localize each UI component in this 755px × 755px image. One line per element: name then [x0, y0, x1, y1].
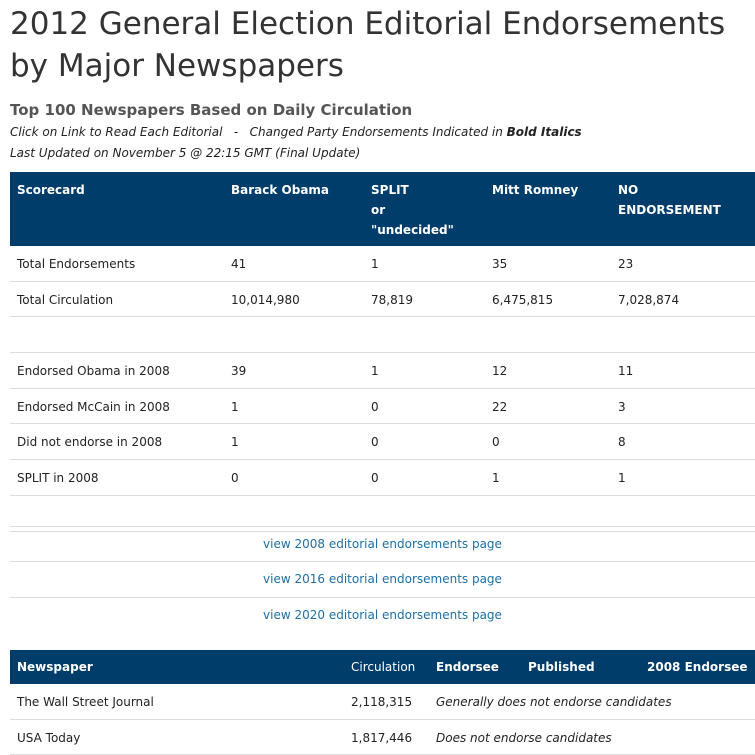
- link-2016-endorsements[interactable]: view 2016 editorial endorsements page: [10, 561, 755, 596]
- header-newspaper[interactable]: Newspaper: [17, 660, 93, 674]
- header-romney: Mitt Romney: [492, 180, 578, 200]
- endorsee-value: Generally does not endorse candidates: [436, 695, 672, 709]
- header-2008-endorsee[interactable]: 2008 Endorsee: [647, 660, 748, 674]
- instructions-note: Click on Link to Read Each Editorial - C…: [10, 125, 582, 139]
- header-endorsee[interactable]: Endorsee: [436, 660, 499, 674]
- newspaper-name[interactable]: USA Today: [17, 731, 80, 745]
- link-2008-endorsements[interactable]: view 2008 editorial endorsements page: [10, 526, 755, 561]
- newspaper-name[interactable]: The Wall Street Journal: [17, 695, 154, 709]
- header-published[interactable]: Published: [528, 660, 595, 674]
- newspaper-header: Newspaper Circulation Endorsee Published…: [10, 650, 755, 684]
- link-2020-endorsements[interactable]: view 2020 editorial endorsements page: [10, 597, 755, 632]
- table-row: The Wall Street Journal 2,118,315 Generall…: [10, 684, 755, 720]
- bold-italics-label: Bold Italics: [507, 125, 582, 139]
- newspaper-table: Newspaper Circulation Endorsee Published…: [10, 650, 755, 755]
- year-links: view 2008 editorial endorsements page vi…: [10, 526, 755, 632]
- circulation-value: 1,817,446: [351, 731, 412, 745]
- header-circulation[interactable]: Circulation: [351, 660, 415, 674]
- page-subtitle: Top 100 Newspapers Based on Daily Circul…: [10, 101, 412, 119]
- header-scorecard: Scorecard: [17, 180, 85, 200]
- header-obama: Barack Obama: [231, 180, 329, 200]
- endorsee-value: Does not endorse candidates: [436, 731, 612, 745]
- table-row: [10, 317, 755, 353]
- instructions-text: Click on Link to Read Each Editorial - C…: [10, 125, 507, 139]
- circulation-value: 2,118,315: [351, 695, 412, 709]
- last-updated-note: Last Updated on November 5 @ 22:15 GMT (…: [10, 146, 360, 160]
- page-title: 2012 General Election Editorial Endorsem…: [10, 3, 750, 87]
